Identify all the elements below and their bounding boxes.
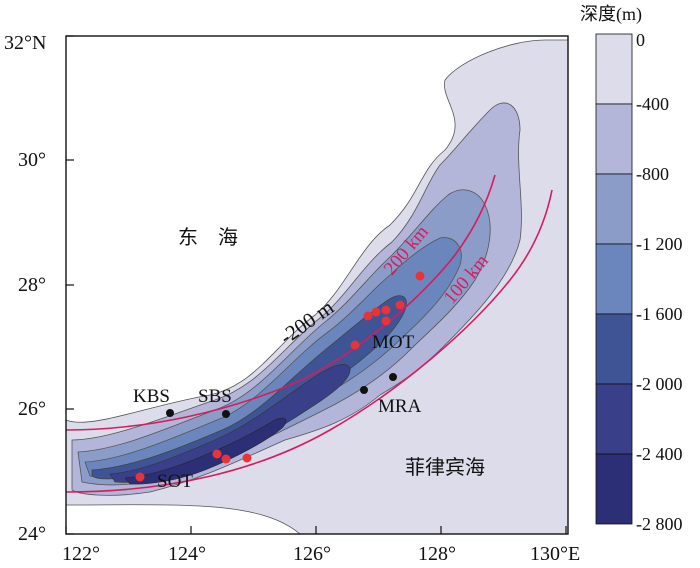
legend-labels: 0 -400 -800 -1 200 -1 600 -2 000 -2 400 -2 800 [636,30,683,534]
legend-level-label: -2 400 [636,444,683,464]
sample-point [212,449,222,459]
distance-rings [65,174,553,493]
sample-points [135,271,425,482]
site-label-kbs: KBS [133,386,170,407]
legend-level-label: -400 [636,94,669,114]
legend-level-label: -2 000 [636,374,683,394]
legend-swatch [595,103,633,175]
y-tick-26: 26° [18,398,46,420]
x-tick-130: 130°E [530,543,580,565]
y-tick-28: 28° [18,274,46,296]
site-label-sot: SOT [157,471,193,492]
legend-swatch [595,383,633,455]
y-tick-24: 24° [18,523,46,545]
site-point-mra [360,386,368,394]
legend-swatch [595,313,633,385]
ring-100km [65,189,553,493]
site-label-mot: MOT [372,332,415,353]
legend-swatch [595,453,633,525]
legend-swatch [595,173,633,245]
site-label-mra: MRA [378,396,422,417]
legend-level-label: -1 600 [636,304,683,324]
sample-point [135,472,145,482]
x-tick-122: 122° [62,543,100,565]
legend-colorbar [595,33,633,525]
legend-level-label: -1 200 [636,234,683,254]
sample-point [350,340,360,350]
sample-point [221,454,231,464]
sample-point [381,316,391,326]
y-tick-32: 32°N [4,32,46,54]
legend-title: 深度(m) [580,4,642,25]
legend-level-label: -800 [636,164,669,184]
sample-point [415,271,425,281]
sample-point [242,453,252,463]
legend-swatch [595,33,633,105]
legend-level-label: -2 800 [636,514,683,534]
east-sea-label: 东 海 [178,225,238,249]
depth-legend: 深度(m) 0 -400 -800 -1 200 -1 600 -2 000 -2 400 -… [580,4,683,534]
legend-level-label: 0 [636,30,645,50]
site-points [166,373,397,418]
site-point-sbs [222,410,230,418]
sample-point [381,305,391,315]
x-tick-126: 126° [293,543,331,565]
legend-swatch [595,243,633,315]
philippine-sea-label: 菲律宾海 [405,455,485,479]
y-tick-30: 30° [18,149,46,171]
sample-point [363,311,373,321]
ring-200km [65,174,496,431]
site-point-kbs [166,409,174,417]
site-point-mot [389,373,397,381]
tick-marks [65,35,567,535]
site-label-sbs: SBS [198,386,232,407]
x-tick-124: 124° [168,543,206,565]
x-tick-128: 128° [418,543,456,565]
sample-point [371,307,381,317]
sample-point [395,300,405,310]
